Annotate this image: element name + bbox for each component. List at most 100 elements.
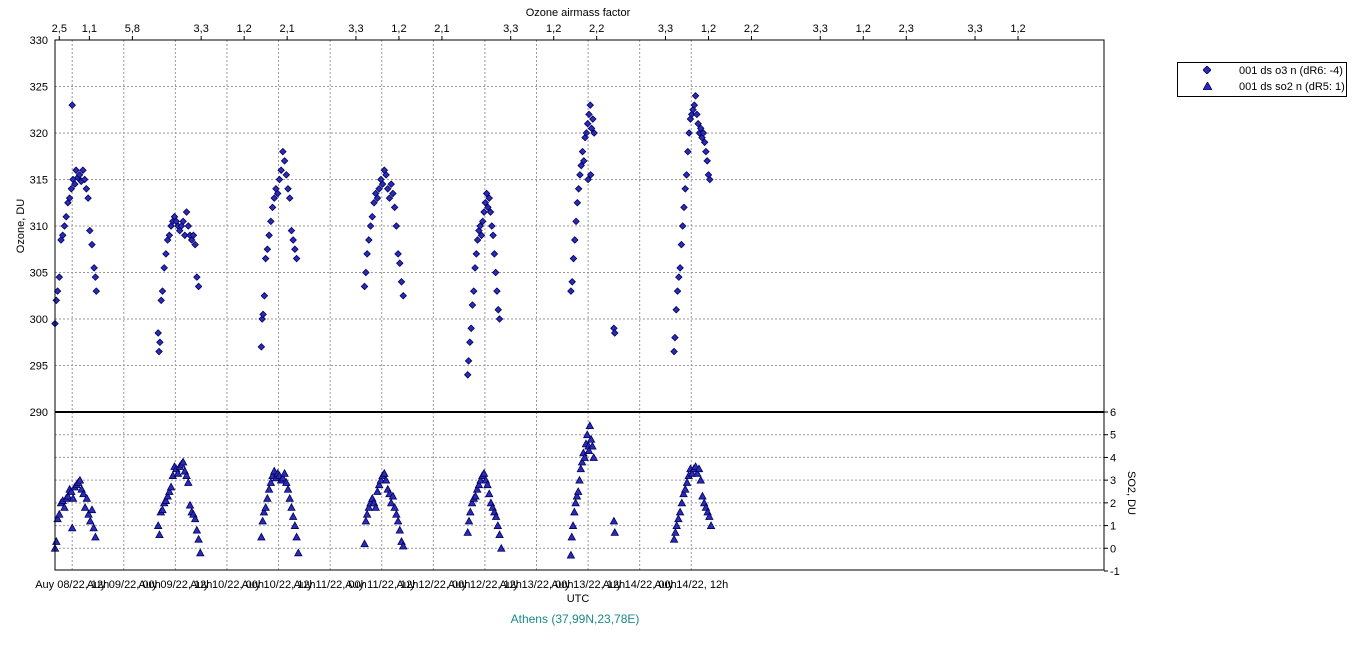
so2-point [79,489,88,498]
so2-point [610,527,620,536]
ozone-point [82,185,91,193]
ozone-point [375,185,383,193]
right-tick-label: 5 [1110,430,1116,442]
so2-point [185,500,195,509]
ozone-point [584,175,592,184]
so2-point [467,498,477,507]
ozone-point [273,189,282,198]
legend-label-o3: 001 ds o3 n (dR6: -4) [1239,65,1343,77]
ozone-point [160,264,168,272]
legend-item-o3: 001 ds o3 n (dR6: -4) [1178,63,1346,79]
so2-point [484,489,494,498]
so2-point [282,477,291,486]
ozone-point [362,268,370,277]
so2-point [575,475,584,484]
so2-point [572,491,582,500]
top-tick-label: 1,1 [82,23,97,35]
ozone-point [495,315,504,323]
ozone-point [86,226,94,235]
ozone-point [490,250,499,258]
ozone-point [699,129,708,137]
so2-point [158,505,167,514]
legend: 001 ds o3 n (dR6: -4) 001 ds so2 n (dR5:… [1177,62,1347,97]
ozone-point [489,231,497,240]
so2-point [589,452,598,461]
ozone-point [691,92,700,100]
x-tick-label: Auy 10/22, 00h [190,579,264,591]
ozone-point [259,310,267,319]
ozone-point [486,208,495,216]
ozone-point [80,175,89,184]
ozone-point [292,254,301,263]
top-tick-label: 3,3 [503,23,518,35]
ozone-point [284,185,292,193]
so2-point [705,512,714,520]
top-tick-label: 2,3 [899,23,914,35]
ozone-point [191,240,199,249]
left-tick-label: 305 [30,268,48,280]
ozone-point [383,185,392,193]
ozone-point [289,236,297,244]
so2-point [190,514,200,523]
right-tick-label: 4 [1110,452,1116,464]
so2-point [706,521,716,529]
x-axis-title: UTC [567,593,590,605]
so2-point [263,493,272,502]
so2-point [567,532,577,541]
ozone-point [472,250,481,258]
ozone-point [385,194,394,202]
so2-point [196,548,205,557]
so2-point [463,527,472,536]
ozone-point [181,231,189,240]
ozone-point [675,273,683,281]
so2-point [292,532,301,541]
ozone-point [672,305,680,314]
ozone-point [64,198,72,207]
so2-point [680,484,690,493]
ozone-point [686,115,695,123]
top-tick-label: 3,3 [348,23,363,35]
so2-point [675,507,685,516]
ozone-point [694,119,702,128]
ozone-point [466,338,474,347]
so2-point [472,484,482,493]
so2-point [178,457,188,466]
ozone-point [689,105,697,114]
ozone-point [484,203,492,212]
ozone-point [696,124,705,133]
top-tick-label: 1,2 [856,23,871,35]
ozone-point [700,138,709,147]
top-tick-label: 3,3 [658,23,673,35]
x-tick-label: Auy 11/22, 00h [294,579,367,591]
so2-point [53,514,62,523]
so2-point [677,498,687,507]
ozone-point [572,217,580,226]
so2-point [386,498,396,507]
ozone-point [287,226,296,235]
ozone-point [363,250,371,258]
ozone-point [399,291,407,300]
ozone-point [162,250,170,258]
ozone-point [366,222,375,230]
ozone-point [479,217,487,226]
so2-point [679,489,688,498]
top-tick-label: 1,2 [391,23,406,35]
so2-point [165,487,174,495]
right-tick-label: -1 [1110,566,1120,578]
so2-point [84,509,93,518]
so2-point [261,502,270,511]
ozone-point [493,287,501,295]
so2-point [166,482,176,491]
so2-point [571,498,580,507]
ozone-point [682,171,691,179]
ozone-point [698,133,706,142]
so2-point [192,525,202,534]
right-tick-label: 3 [1110,475,1116,487]
ozone-point [92,287,101,295]
so2-point [568,521,578,529]
so2-point [696,475,706,484]
so2-point [68,493,78,502]
ozone-point [194,282,203,291]
so2-point [464,516,474,525]
